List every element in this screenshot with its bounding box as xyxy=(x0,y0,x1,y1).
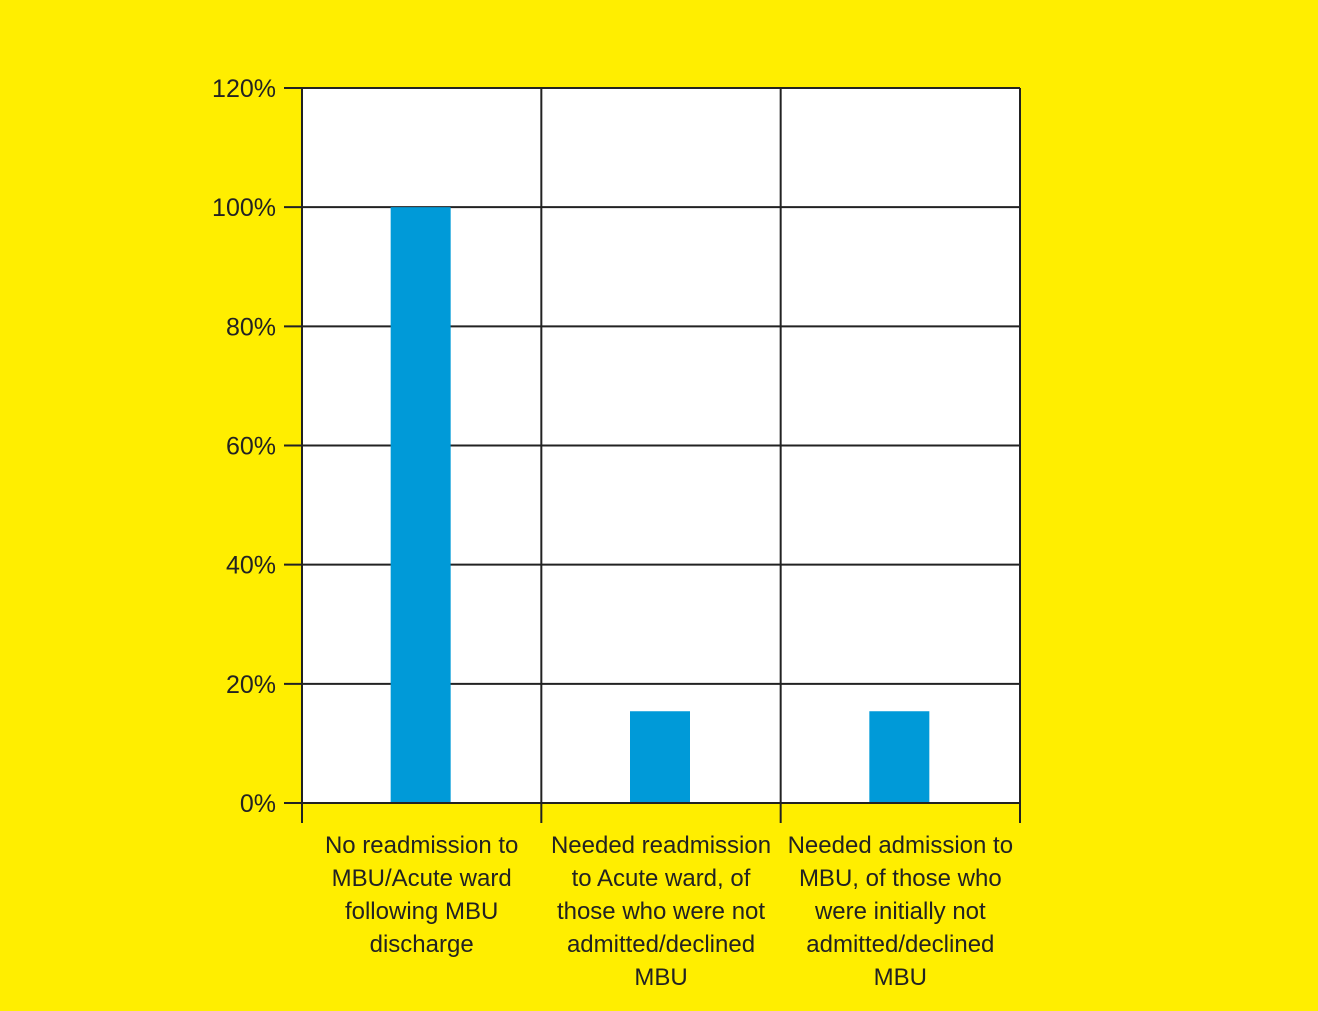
y-tick-label: 0% xyxy=(240,790,276,818)
bars xyxy=(390,207,930,803)
y-tick-label: 60% xyxy=(226,433,276,461)
y-tick-label: 120% xyxy=(212,75,276,103)
y-tick-label: 20% xyxy=(226,671,276,699)
bar-2 xyxy=(630,711,690,803)
bar-3 xyxy=(869,711,930,803)
y-tick-label: 100% xyxy=(212,194,276,222)
x-category-label-1: No readmission to MBU/Acute ward followi… xyxy=(324,832,519,958)
y-tick-label: 80% xyxy=(226,313,276,341)
axes xyxy=(284,87,1021,823)
x-category-label-2: Needed readmission to Acute ward, of tho… xyxy=(550,832,772,991)
y-tick-label: 40% xyxy=(226,552,276,580)
y-tick-labels: 0% 20% 40% 60% 80% 100% 120% xyxy=(212,75,276,818)
bar-1 xyxy=(390,207,451,803)
x-category-label-3: Needed admission to MBU, of those who we… xyxy=(787,832,1014,991)
